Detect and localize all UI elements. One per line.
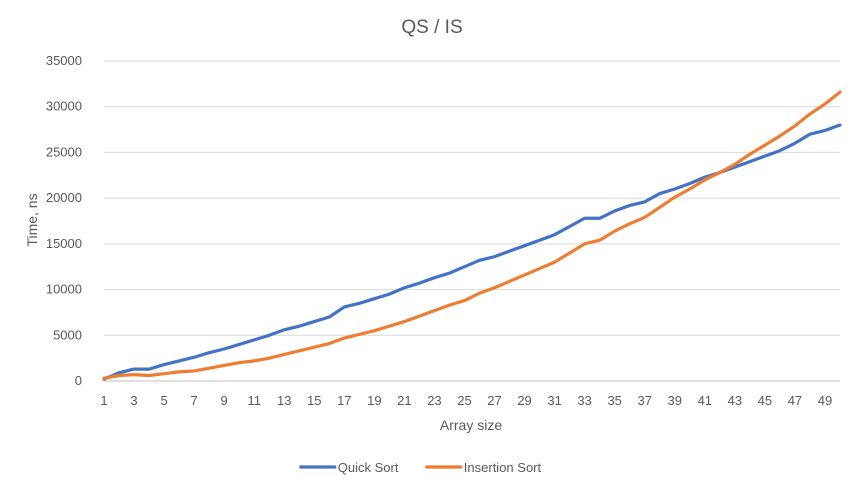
- legend-label-quick-sort: Quick Sort: [338, 460, 399, 475]
- series-line-quick-sort: [102, 123, 842, 381]
- y-tick-label: 5000: [53, 327, 82, 342]
- x-tick-label: 47: [788, 393, 802, 408]
- x-tick-label: 11: [247, 393, 261, 408]
- x-tick-label: 3: [130, 393, 137, 408]
- x-tick-label: 49: [818, 393, 832, 408]
- x-tick-label: 31: [547, 393, 561, 408]
- x-tick-label: 19: [367, 393, 381, 408]
- x-tick-label: 23: [427, 393, 441, 408]
- x-tick-label: 21: [397, 393, 411, 408]
- y-tick-label: 35000: [46, 53, 82, 68]
- y-tick-label: 25000: [46, 144, 82, 159]
- y-tick-label: 15000: [46, 236, 82, 251]
- legend: Quick Sort Insertion Sort: [299, 460, 542, 475]
- x-tick-label: 7: [191, 393, 198, 408]
- gridlines: [104, 60, 840, 336]
- y-tick-label: 10000: [46, 282, 82, 297]
- x-tick-label: 35: [607, 393, 621, 408]
- x-tick-label: 33: [577, 393, 591, 408]
- x-tick-label: 15: [307, 393, 321, 408]
- x-tick-label: 9: [221, 393, 228, 408]
- y-tick-label: 0: [75, 373, 82, 388]
- x-tick-label: 5: [160, 393, 167, 408]
- y-tick-label: 20000: [46, 190, 82, 205]
- x-axis-label: Array size: [440, 417, 502, 433]
- x-tick-label: 45: [758, 393, 772, 408]
- x-tick-label: 29: [517, 393, 531, 408]
- x-tick-label: 13: [277, 393, 291, 408]
- x-tick-label: 27: [487, 393, 501, 408]
- x-axis-ticks: 1 3 5 7 9 11 13 15 17 19 21 23 25 27 29 31 33 35 37 39 41 43 4…: [100, 393, 832, 408]
- legend-label-insertion-sort: Insertion Sort: [464, 460, 542, 475]
- series-line-insertion-sort: [102, 90, 842, 380]
- x-tick-label: 37: [638, 393, 652, 408]
- x-tick-label: 17: [337, 393, 351, 408]
- chart-title: QS / IS: [401, 17, 462, 38]
- x-tick-label: 41: [698, 393, 712, 408]
- y-axis-label: Time, ns: [24, 193, 40, 246]
- y-tick-label: 30000: [46, 99, 82, 114]
- x-tick-label: 39: [668, 393, 682, 408]
- y-axis-ticks: 0 5000 10000 15000 20000 25000 30000 35000: [46, 53, 82, 388]
- x-tick-label: 25: [457, 393, 471, 408]
- x-tick-label: 1: [100, 393, 107, 408]
- x-tick-label: 43: [728, 393, 742, 408]
- series-lines: [102, 90, 842, 381]
